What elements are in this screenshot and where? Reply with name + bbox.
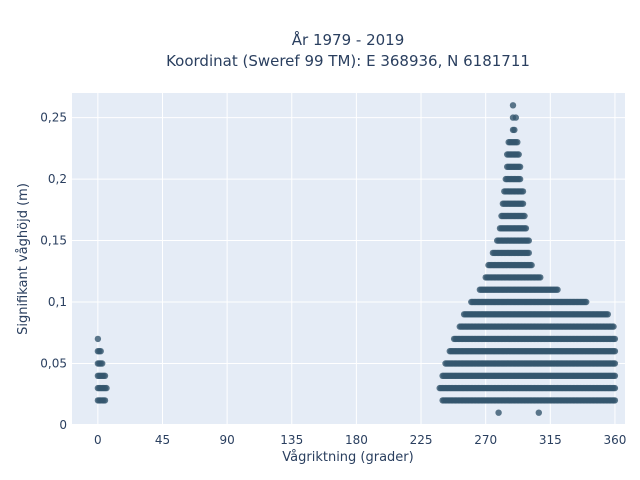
data-point: [521, 212, 528, 220]
y-tick-label: 0,05: [40, 357, 67, 371]
data-point: [611, 384, 619, 392]
data-point: [537, 274, 544, 281]
x-tick-label: 180: [345, 433, 368, 447]
data-point: [514, 139, 521, 146]
y-tick-label: 0,1: [48, 295, 67, 309]
data-point: [101, 372, 109, 379]
data-point: [103, 384, 110, 392]
data-point: [516, 175, 524, 183]
y-tick-label: 0,15: [40, 234, 67, 248]
data-point: [511, 126, 518, 134]
data-point: [525, 237, 532, 244]
data-point: [509, 102, 517, 109]
x-tick-label: 45: [155, 433, 170, 447]
data-point: [611, 397, 619, 404]
data-point: [611, 372, 619, 379]
chart-subtitle: Koordinat (Sweref 99 TM): E 368936, N 61…: [166, 52, 530, 70]
data-point: [583, 298, 590, 306]
x-tick-label: 90: [219, 433, 234, 447]
y-tick-label: 0,25: [40, 111, 67, 125]
data-point: [519, 188, 527, 195]
data-point: [611, 335, 619, 343]
y-axis-title: Signifikant våghöjd (m): [16, 183, 31, 335]
x-axis-title: Vågriktning (grader): [282, 450, 413, 465]
x-axis-ticks: 0 45 90 135 180 225 270 315 360: [94, 433, 626, 447]
data-point: [99, 360, 106, 367]
data-point: [535, 409, 542, 416]
data-point: [97, 348, 104, 355]
data-point: [515, 151, 522, 158]
data-point: [101, 397, 109, 404]
y-tick-label: 0: [59, 418, 67, 432]
data-points: [94, 102, 619, 416]
data-point: [525, 249, 532, 257]
data-point: [495, 409, 502, 416]
data-point: [528, 261, 535, 269]
y-tick-label: 0,2: [48, 172, 67, 186]
data-point: [611, 348, 619, 355]
x-tick-label: 360: [603, 433, 626, 447]
data-point: [610, 323, 617, 330]
data-point: [522, 225, 530, 232]
data-point: [604, 311, 611, 318]
data-point: [94, 335, 102, 343]
data-point: [519, 200, 527, 207]
chart-title: År 1979 - 2019: [292, 30, 405, 49]
x-tick-label: 270: [474, 433, 497, 447]
data-point: [512, 114, 519, 121]
data-point: [554, 286, 561, 293]
y-axis-ticks: 0 0,05 0,1 0,15 0,2 0,25: [40, 111, 67, 432]
data-point: [611, 360, 619, 367]
x-tick-label: 135: [280, 433, 303, 447]
plot-area: [72, 93, 625, 425]
data-point: [516, 163, 524, 170]
x-tick-label: 0: [94, 433, 102, 447]
x-tick-label: 225: [410, 433, 433, 447]
x-tick-label: 315: [539, 433, 562, 447]
